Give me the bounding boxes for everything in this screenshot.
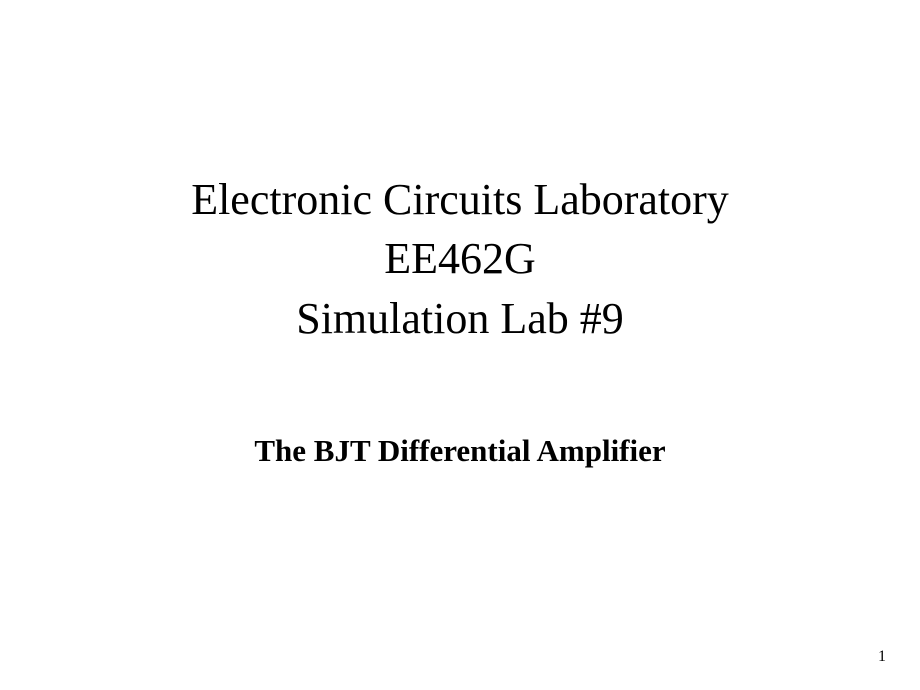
title-line-2: EE462G [191, 229, 729, 288]
slide-subtitle: The BJT Differential Amplifier [254, 433, 665, 469]
title-line-1: Electronic Circuits Laboratory [191, 170, 729, 229]
slide-title: Electronic Circuits Laboratory EE462G Si… [191, 170, 729, 348]
title-line-3: Simulation Lab #9 [191, 289, 729, 348]
page-number: 1 [878, 648, 886, 666]
slide-container: Electronic Circuits Laboratory EE462G Si… [0, 0, 920, 690]
